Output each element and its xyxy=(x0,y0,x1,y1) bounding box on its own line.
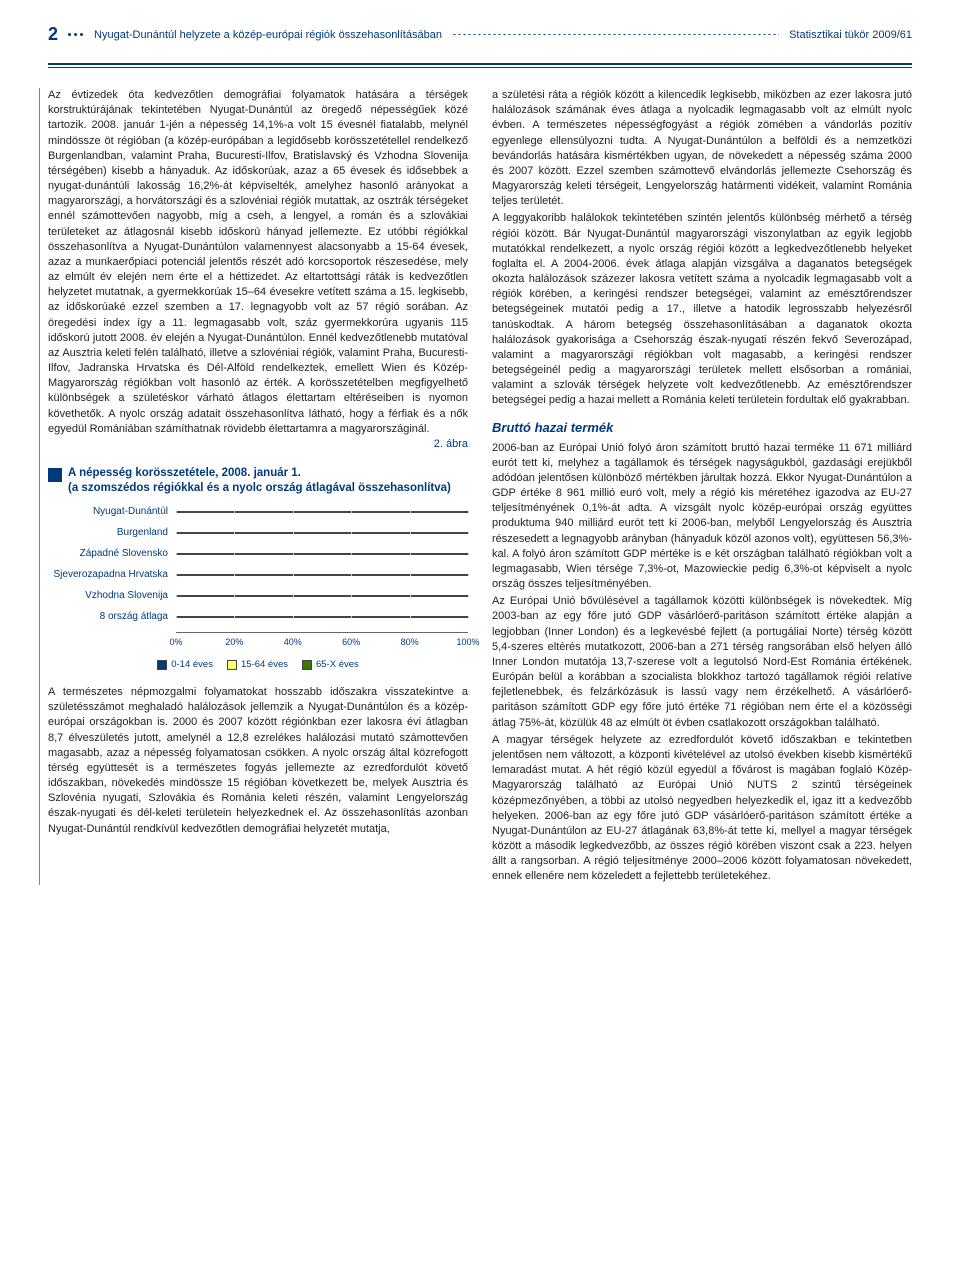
chart-bar xyxy=(176,616,468,618)
right-para-1: a születési ráta a régiók között a kilen… xyxy=(492,88,912,209)
chart-bar-segment xyxy=(421,595,468,597)
legend-item: 65-X éves xyxy=(302,658,359,671)
axis-tick: 60% xyxy=(342,636,360,648)
chart-bar-segment xyxy=(176,553,220,555)
chart-bar-segment xyxy=(176,511,217,513)
legend-swatch xyxy=(157,660,167,670)
section-heading-gdp: Bruttó hazai termék xyxy=(492,419,912,437)
chart-bar-segment xyxy=(220,574,419,576)
page-number: 2 xyxy=(48,24,58,45)
chart-bar-segment xyxy=(421,511,468,513)
chart-bar xyxy=(176,532,468,534)
right-para-3: 2006-ban az Európai Unió folyó áron szám… xyxy=(492,441,912,593)
header-title-right: Statisztikai tükör 2009/61 xyxy=(789,29,912,41)
chart-category-label: Burgenland xyxy=(48,527,176,538)
chart-bar xyxy=(176,574,468,576)
chart-bar-segment xyxy=(220,616,424,618)
chart-row: Nyugat-Dunántúl xyxy=(48,506,468,517)
chart-title-line1: A népesség korösszetétele, 2008. január … xyxy=(68,466,451,481)
axis-tick: 20% xyxy=(225,636,243,648)
chart-title-block: A népesség korösszetétele, 2008. január … xyxy=(48,466,468,496)
chart-bar-segment xyxy=(433,553,468,555)
content-columns: Az évtizedek óta kedvezőtlen demográfiai… xyxy=(48,88,912,885)
chart-bar-segment xyxy=(176,616,220,618)
chart-bar-segment xyxy=(418,574,468,576)
figure-label: 2. ábra xyxy=(48,437,468,452)
right-column: a születési ráta a régiók között a kilen… xyxy=(492,88,912,885)
age-composition-chart: Nyugat-Dunántúl Burgenland Západné Slovens… xyxy=(48,506,468,671)
chart-legend: 0-14 éves 15-64 éves 65-X éves xyxy=(48,658,468,671)
chart-row: Burgenland xyxy=(48,527,468,538)
header-rule xyxy=(48,63,912,68)
chart-category-label: Západné Slovensko xyxy=(48,548,176,559)
chart-bar-segment xyxy=(217,511,421,513)
chart-category-label: Sjeverozapadna Hrvatska xyxy=(48,569,176,580)
left-para-2: A természetes népmozgalmi folyamatokat h… xyxy=(48,685,468,837)
axis-tick: 80% xyxy=(401,636,419,648)
chart-bar-segment xyxy=(217,595,421,597)
chart-bar xyxy=(176,511,468,513)
left-para-1: Az évtizedek óta kedvezőtlen demográfiai… xyxy=(48,88,468,437)
right-para-4: Az Európai Unió bővülésével a tagállamok… xyxy=(492,594,912,731)
header-dotted-line xyxy=(452,34,779,35)
chart-bar-segment xyxy=(176,532,214,534)
chart-row: Vzhodna Slovenija xyxy=(48,590,468,601)
chart-category-label: Vzhodna Slovenija xyxy=(48,590,176,601)
chart-bar-segment xyxy=(410,532,468,534)
chart-bar xyxy=(176,595,468,597)
legend-swatch xyxy=(227,660,237,670)
chart-bar-segment xyxy=(176,595,217,597)
chart-bar-segment xyxy=(220,553,433,555)
right-para-5: A magyar térségek helyzete az ezredfordu… xyxy=(492,733,912,885)
legend-label: 0-14 éves xyxy=(171,658,213,671)
legend-swatch xyxy=(302,660,312,670)
header-dots xyxy=(68,32,88,38)
chart-bar-segment xyxy=(214,532,410,534)
chart-category-label: 8 ország átlaga xyxy=(48,611,176,622)
chart-bar xyxy=(176,553,468,555)
page-header: 2 Nyugat-Dunántúl helyzete a közép-európ… xyxy=(48,24,912,45)
axis-tick: 0% xyxy=(169,636,182,648)
chart-bar-segment xyxy=(424,616,468,618)
chart-row: Sjeverozapadna Hrvatska xyxy=(48,569,468,580)
legend-item: 0-14 éves xyxy=(157,658,213,671)
chart-bar-segment xyxy=(176,574,220,576)
left-column: Az évtizedek óta kedvezőtlen demográfiai… xyxy=(39,88,468,885)
chart-title-line2: (a szomszédos régiókkal és a nyolc orszá… xyxy=(68,481,451,496)
axis-tick: 40% xyxy=(284,636,302,648)
chart-row: 8 ország átlaga xyxy=(48,611,468,622)
axis-tick: 100% xyxy=(456,636,479,648)
header-title-left: Nyugat-Dunántúl helyzete a közép-európai… xyxy=(94,29,442,41)
legend-label: 15-64 éves xyxy=(241,658,288,671)
chart-row: Západné Slovensko xyxy=(48,548,468,559)
chart-category-label: Nyugat-Dunántúl xyxy=(48,506,176,517)
right-para-2: A leggyakoribb halálokok tekintetében sz… xyxy=(492,211,912,408)
chart-x-axis: 0%20%40%60%80%100% xyxy=(176,632,468,650)
chart-title-marker xyxy=(48,468,62,482)
legend-label: 65-X éves xyxy=(316,658,359,671)
legend-item: 15-64 éves xyxy=(227,658,288,671)
